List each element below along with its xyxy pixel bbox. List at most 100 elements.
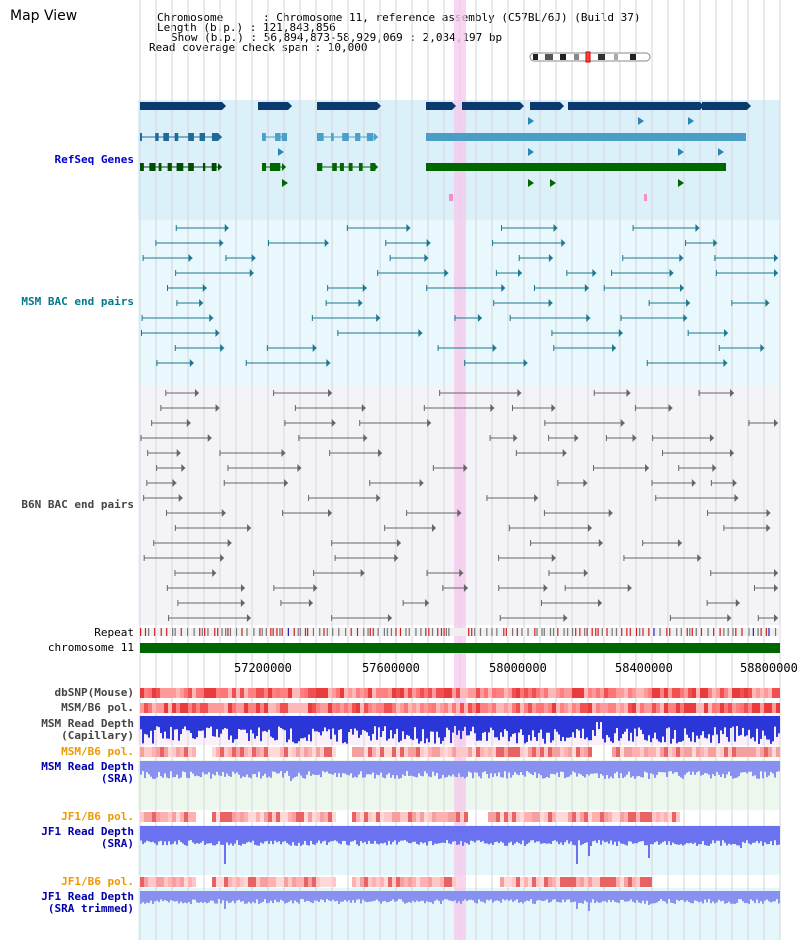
dbsnp-cell (536, 688, 540, 698)
jf1-depth-sra-bar (266, 826, 268, 841)
jf1-b6-pol-2-cell (248, 877, 252, 887)
msm-b6-pol-cell (504, 703, 508, 713)
polymorphism-heat-tracks[interactable] (140, 688, 780, 887)
jf1-depth-trim-bar (744, 891, 746, 904)
refseq-genes-track[interactable] (140, 102, 751, 201)
jf1-depth-sra-bar (210, 826, 212, 844)
b6n-bac-end (240, 599, 245, 607)
jf1-b6-pol-cell (296, 812, 300, 822)
jf1-depth-trim-bar (188, 891, 190, 903)
msm-depth-sra-bar (546, 761, 548, 777)
jf1-depth-trim-bar (686, 891, 688, 901)
msm-bac-end (424, 254, 429, 262)
refseq-small-gene (528, 179, 534, 187)
msm-depth-sra-bar (586, 761, 588, 775)
msm-depth-sra-bar (598, 761, 600, 778)
msm-b6-pol-2-cell (568, 747, 572, 757)
dbsnp-cell (496, 688, 500, 698)
jf1-depth-trim-bar (536, 891, 538, 901)
repeat-element (265, 628, 267, 636)
jf1-depth-trim-bar (768, 891, 770, 902)
jf1-depth-trim-bar (310, 891, 312, 903)
jf1-depth-sra-bar (340, 826, 342, 845)
msm-depth-cap-bar (376, 716, 378, 740)
jf1-b6-pol-2-cell (292, 877, 296, 887)
msm-b6-pol-cell (392, 703, 396, 713)
dbsnp-cell (748, 688, 752, 698)
msm-b6-pol-cell (668, 703, 672, 713)
msm-b6-pol-cell (180, 703, 184, 713)
msm-depth-sra-bar (708, 761, 710, 775)
msm-depth-sra-bar (350, 761, 352, 774)
msm-depth-cap-bar (472, 716, 474, 727)
jf1-depth-trim-bar (454, 891, 456, 901)
jf1-b6-pol-cell (584, 812, 588, 822)
msm-b6-pol-cell (476, 703, 480, 713)
jf1-depth-sra-bar (308, 826, 310, 846)
dbsnp-cell (460, 688, 464, 698)
msm-depth-sra-bar (282, 761, 284, 778)
jf1-depth-trim-bar (198, 891, 200, 903)
msm-b6-pol-2-cell (140, 747, 144, 757)
jf1-depth-trim-bar (330, 891, 332, 902)
msm-depth-cap-bar (476, 716, 478, 741)
jf1-depth-trim-bar (586, 891, 588, 903)
msm-depth-sra-bar (154, 761, 156, 779)
label-jf1-b6-pol-2: JF1/B6 pol. (61, 875, 134, 888)
jf1-depth-trim-bar (476, 891, 478, 904)
jf1-depth-sra-bar (576, 826, 578, 864)
msm-depth-sra-bar (644, 761, 646, 772)
repeat-track[interactable] (140, 628, 780, 636)
dbsnp-cell (624, 688, 628, 698)
jf1-depth-trim-bar (384, 891, 386, 901)
read-depth-tracks[interactable] (140, 716, 780, 911)
msm-b6-pol-cell (496, 703, 500, 713)
dbsnp-cell (764, 688, 768, 698)
msm-depth-sra-bar (296, 761, 298, 777)
dbsnp-cell (360, 688, 364, 698)
jf1-b6-pol-cell (300, 812, 304, 822)
jf1-b6-pol-cell (600, 812, 604, 822)
msm-b6-pol-cell (532, 703, 536, 713)
msm-bac-track[interactable] (140, 224, 778, 367)
msm-b6-pol-cell (604, 703, 608, 713)
refseq-gene-b-arrow (282, 133, 286, 141)
jf1-depth-sra-bar (410, 826, 412, 844)
msm-bac-end (444, 269, 449, 277)
b6n-bac-track[interactable] (140, 389, 778, 622)
jf1-depth-trim-bar (658, 891, 660, 902)
msm-depth-cap-bar (714, 716, 716, 728)
msm-bac-end (324, 239, 329, 247)
jf1-depth-trim-bar (240, 891, 242, 902)
msm-bac-end (592, 269, 597, 277)
msm-depth-cap-bar (506, 716, 508, 731)
msm-depth-sra-bar (382, 761, 384, 778)
msm-depth-sra-bar (556, 761, 558, 773)
msm-depth-cap-bar (552, 716, 554, 741)
msm-b6-pol-cell (244, 703, 248, 713)
jf1-depth-sra-bar (178, 826, 180, 841)
jf1-b6-pol-cell (644, 812, 648, 822)
jf1-depth-trim-bar (254, 891, 256, 904)
jf1-b6-pol-cell (320, 812, 324, 822)
jf1-depth-trim-bar (208, 891, 210, 903)
jf1-depth-sra-bar (432, 826, 434, 846)
msm-depth-sra-bar (594, 761, 596, 774)
axis-tick-4: 58400000 (615, 661, 673, 675)
jf1-depth-sra-bar (228, 826, 230, 846)
jf1-b6-pol-2-cell (616, 877, 620, 887)
jf1-depth-trim-bar (464, 891, 466, 900)
jf1-depth-sra-bar (692, 826, 694, 844)
repeat-element (629, 628, 631, 636)
jf1-depth-sra-bar (216, 826, 218, 845)
jf1-depth-sra-bar (580, 826, 582, 846)
jf1-depth-trim-bar (540, 891, 542, 901)
msm-depth-sra-bar (682, 761, 684, 779)
axis-tick-5: 58800000 (740, 661, 798, 675)
jf1-depth-trim-bar (728, 891, 730, 902)
jf1-b6-pol-cell (252, 812, 256, 822)
msm-depth-cap-bar (402, 716, 404, 732)
jf1-depth-sra-bar (726, 826, 728, 846)
refseq-small-gene (528, 117, 534, 125)
